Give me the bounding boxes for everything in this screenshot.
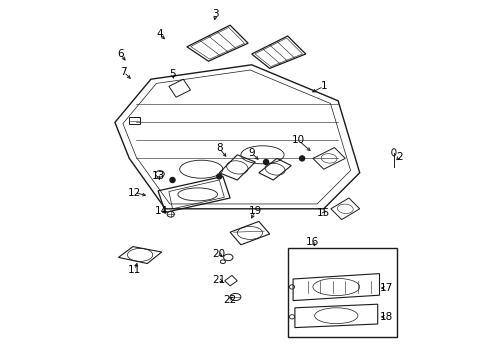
- Text: 1: 1: [320, 81, 326, 91]
- Bar: [287, 248, 397, 337]
- Text: 7: 7: [121, 67, 127, 77]
- Bar: [129, 117, 140, 124]
- Circle shape: [216, 174, 222, 179]
- Text: 13: 13: [151, 171, 164, 181]
- Text: 20: 20: [212, 249, 225, 259]
- Text: 14: 14: [155, 206, 168, 216]
- Text: 22: 22: [223, 294, 236, 305]
- Text: 10: 10: [291, 135, 305, 145]
- Text: 5: 5: [169, 69, 176, 79]
- Text: 9: 9: [248, 148, 254, 158]
- Text: 19: 19: [248, 206, 262, 216]
- Text: 18: 18: [379, 312, 392, 322]
- Text: 16: 16: [305, 237, 319, 247]
- Circle shape: [170, 177, 175, 183]
- Text: 21: 21: [211, 275, 225, 285]
- Text: 6: 6: [117, 49, 123, 59]
- Circle shape: [299, 156, 304, 161]
- Text: 4: 4: [156, 29, 163, 39]
- Text: 11: 11: [128, 265, 141, 275]
- Text: 8: 8: [216, 143, 222, 153]
- Text: 17: 17: [379, 283, 392, 293]
- Text: 2: 2: [395, 152, 402, 162]
- Text: 3: 3: [212, 9, 219, 19]
- Circle shape: [263, 159, 268, 165]
- Text: 12: 12: [128, 188, 141, 198]
- Text: 15: 15: [316, 208, 330, 218]
